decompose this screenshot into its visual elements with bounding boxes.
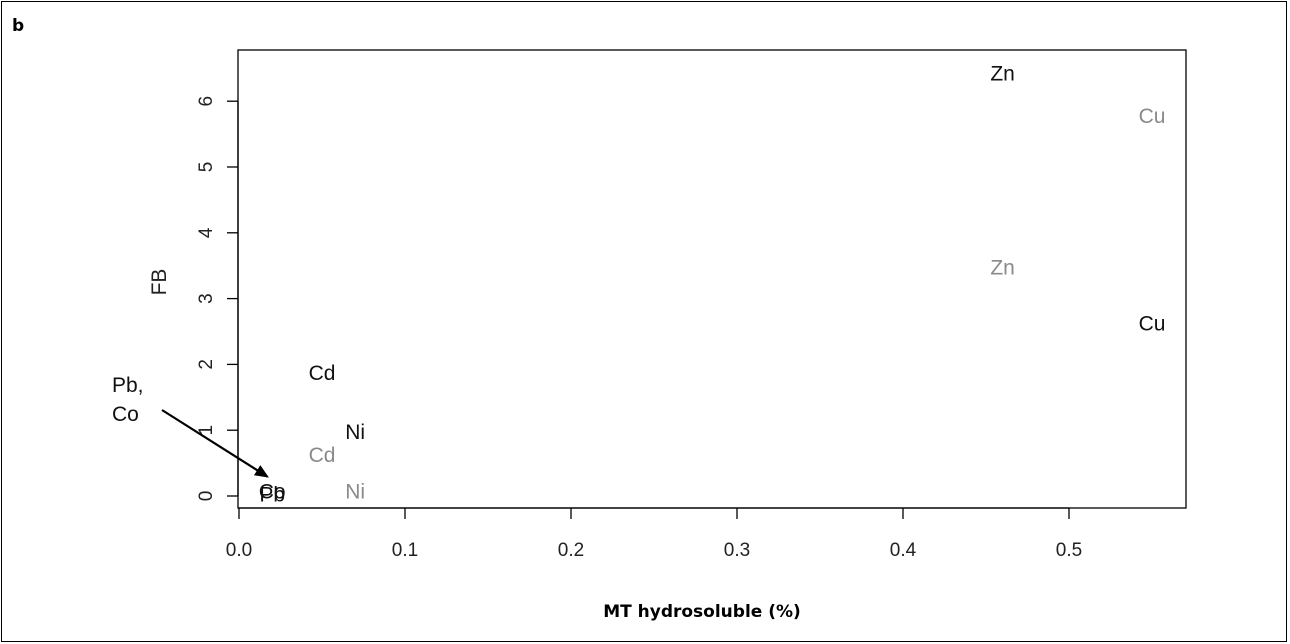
annotation-arrow — [161, 409, 269, 478]
y-tick-label: 1 — [196, 425, 217, 436]
panel-label: b — [12, 16, 25, 36]
point-label-cd: Cd — [309, 444, 336, 467]
point-label-ni: Ni — [345, 480, 365, 503]
plot-box — [237, 49, 1187, 509]
y-tick-label: 6 — [196, 96, 217, 107]
point-label-cu: Cu — [1139, 312, 1166, 335]
y-tick-label: 4 — [196, 227, 217, 238]
point-label-zn: Zn — [990, 257, 1015, 280]
x-axis: 0.0 0.1 0.2 0.3 0.4 0.5 — [226, 507, 1082, 561]
annotation-text: Pb, — [112, 374, 144, 397]
y-tick-label: 5 — [196, 162, 217, 173]
x-tick-label: 0.1 — [392, 540, 418, 561]
x-tick-label: 0.3 — [724, 540, 750, 561]
y-axis-label: FB — [148, 269, 171, 296]
pb-co-annotation: Pb, Co — [112, 374, 269, 478]
point-label-zn: Zn — [990, 62, 1015, 85]
x-tick-label: 0.4 — [890, 540, 917, 561]
y-axis: 0 1 2 3 4 5 6 — [196, 96, 239, 502]
point-label-cd: Cd — [309, 362, 336, 385]
x-tick-label: 0.2 — [558, 540, 584, 561]
y-tick-label: 2 — [196, 359, 217, 370]
point-label-cu: Cu — [1139, 105, 1166, 128]
point-label-ni: Ni — [345, 421, 365, 444]
x-tick-label: 0.0 — [226, 540, 252, 561]
y-tick-label: 3 — [196, 293, 217, 304]
x-axis-label: MT hydrosoluble (%) — [603, 602, 801, 622]
annotation-text: Co — [112, 403, 139, 426]
point-label-pb: Pb — [259, 484, 285, 507]
point-label-co: Co — [259, 480, 286, 503]
x-tick-label: 0.5 — [1056, 540, 1082, 561]
y-tick-label: 0 — [196, 491, 217, 502]
